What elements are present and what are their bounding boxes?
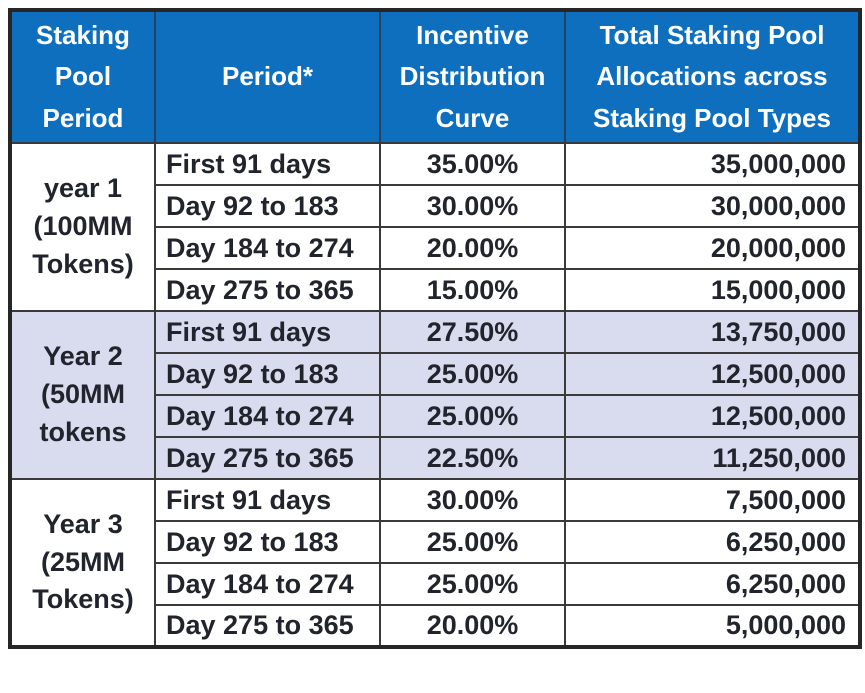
table-row: Day 92 to 183 25.00% 12,500,000 (10, 352, 861, 396)
group-label: Year 3 (25MM Tokens) (9, 478, 156, 648)
column-header-incentive-distribution-curve: Incentive Distribution Curve (379, 9, 566, 144)
table-row: year 1 (100MM Tokens) First 91 days 35.00%… (9, 142, 861, 312)
table-row: Day 275 to 365 20.00% 5,000,000 (10, 604, 861, 648)
curve-cell: 20.00% (379, 226, 566, 270)
period-cell: Day 275 to 365 (154, 268, 381, 312)
allocation-cell: 7,500,000 (564, 478, 861, 522)
table-body: year 1 (100MM Tokens) First 91 days 35.00%… (9, 142, 861, 648)
column-header-period: Period* (154, 9, 381, 144)
allocation-cell: 13,750,000 (564, 310, 861, 354)
period-cell: First 91 days (154, 478, 381, 522)
table-row: Day 184 to 274 20.00% 20,000,000 (10, 226, 861, 270)
allocation-cell: 6,250,000 (564, 520, 861, 564)
column-header-staking-pool-period: Staking Pool Period (9, 9, 156, 144)
allocation-cell: 12,500,000 (564, 394, 861, 438)
curve-cell: 25.00% (379, 394, 566, 438)
curve-cell: 25.00% (379, 520, 566, 564)
allocation-cell: 5,000,000 (564, 604, 861, 648)
table-header: Staking Pool Period Period* Incentive Di… (9, 9, 861, 144)
period-cell: First 91 days (154, 142, 381, 186)
period-cell: Day 184 to 274 (154, 562, 381, 606)
allocation-cell: 12,500,000 (564, 352, 861, 396)
period-cell: First 91 days (154, 310, 381, 354)
curve-cell: 22.50% (379, 436, 566, 480)
table-row: Day 184 to 274 25.00% 6,250,000 (10, 562, 861, 606)
staking-allocation-table-wrap: Staking Pool Period Period* Incentive Di… (8, 8, 862, 649)
curve-cell: 30.00% (379, 184, 566, 228)
table-row: Day 275 to 365 15.00% 15,000,000 (10, 268, 861, 312)
table-row: Day 92 to 183 30.00% 30,000,000 (10, 184, 861, 228)
allocation-cell: 30,000,000 (564, 184, 861, 228)
column-header-total-allocations: Total Staking Pool Allocations across St… (564, 9, 861, 144)
header-row: Staking Pool Period Period* Incentive Di… (9, 9, 861, 144)
table-row: Day 184 to 274 25.00% 12,500,000 (10, 394, 861, 438)
period-cell: Day 184 to 274 (154, 394, 381, 438)
allocation-cell: 35,000,000 (564, 142, 861, 186)
curve-cell: 25.00% (379, 352, 566, 396)
allocation-cell: 15,000,000 (564, 268, 861, 312)
table-row: Day 92 to 183 25.00% 6,250,000 (10, 520, 861, 564)
curve-cell: 30.00% (379, 478, 566, 522)
period-cell: Day 275 to 365 (154, 436, 381, 480)
period-cell: Day 92 to 183 (154, 184, 381, 228)
curve-cell: 20.00% (379, 604, 566, 648)
table-row: Day 275 to 365 22.50% 11,250,000 (10, 436, 861, 480)
staking-allocation-table: Staking Pool Period Period* Incentive Di… (8, 8, 862, 649)
curve-cell: 27.50% (379, 310, 566, 354)
curve-cell: 35.00% (379, 142, 566, 186)
allocation-cell: 20,000,000 (564, 226, 861, 270)
period-cell: Day 92 to 183 (154, 352, 381, 396)
group-label: year 1 (100MM Tokens) (9, 142, 156, 312)
period-cell: Day 275 to 365 (154, 604, 381, 648)
group-label: Year 2 (50MM tokens (9, 310, 156, 480)
allocation-cell: 11,250,000 (564, 436, 861, 480)
curve-cell: 15.00% (379, 268, 566, 312)
table-row: Year 3 (25MM Tokens) First 91 days 30.00% 7… (9, 478, 861, 648)
period-cell: Day 184 to 274 (154, 226, 381, 270)
period-cell: Day 92 to 183 (154, 520, 381, 564)
curve-cell: 25.00% (379, 562, 566, 606)
table-row: Year 2 (50MM tokens First 91 days 27.50% 13… (9, 310, 861, 480)
allocation-cell: 6,250,000 (564, 562, 861, 606)
